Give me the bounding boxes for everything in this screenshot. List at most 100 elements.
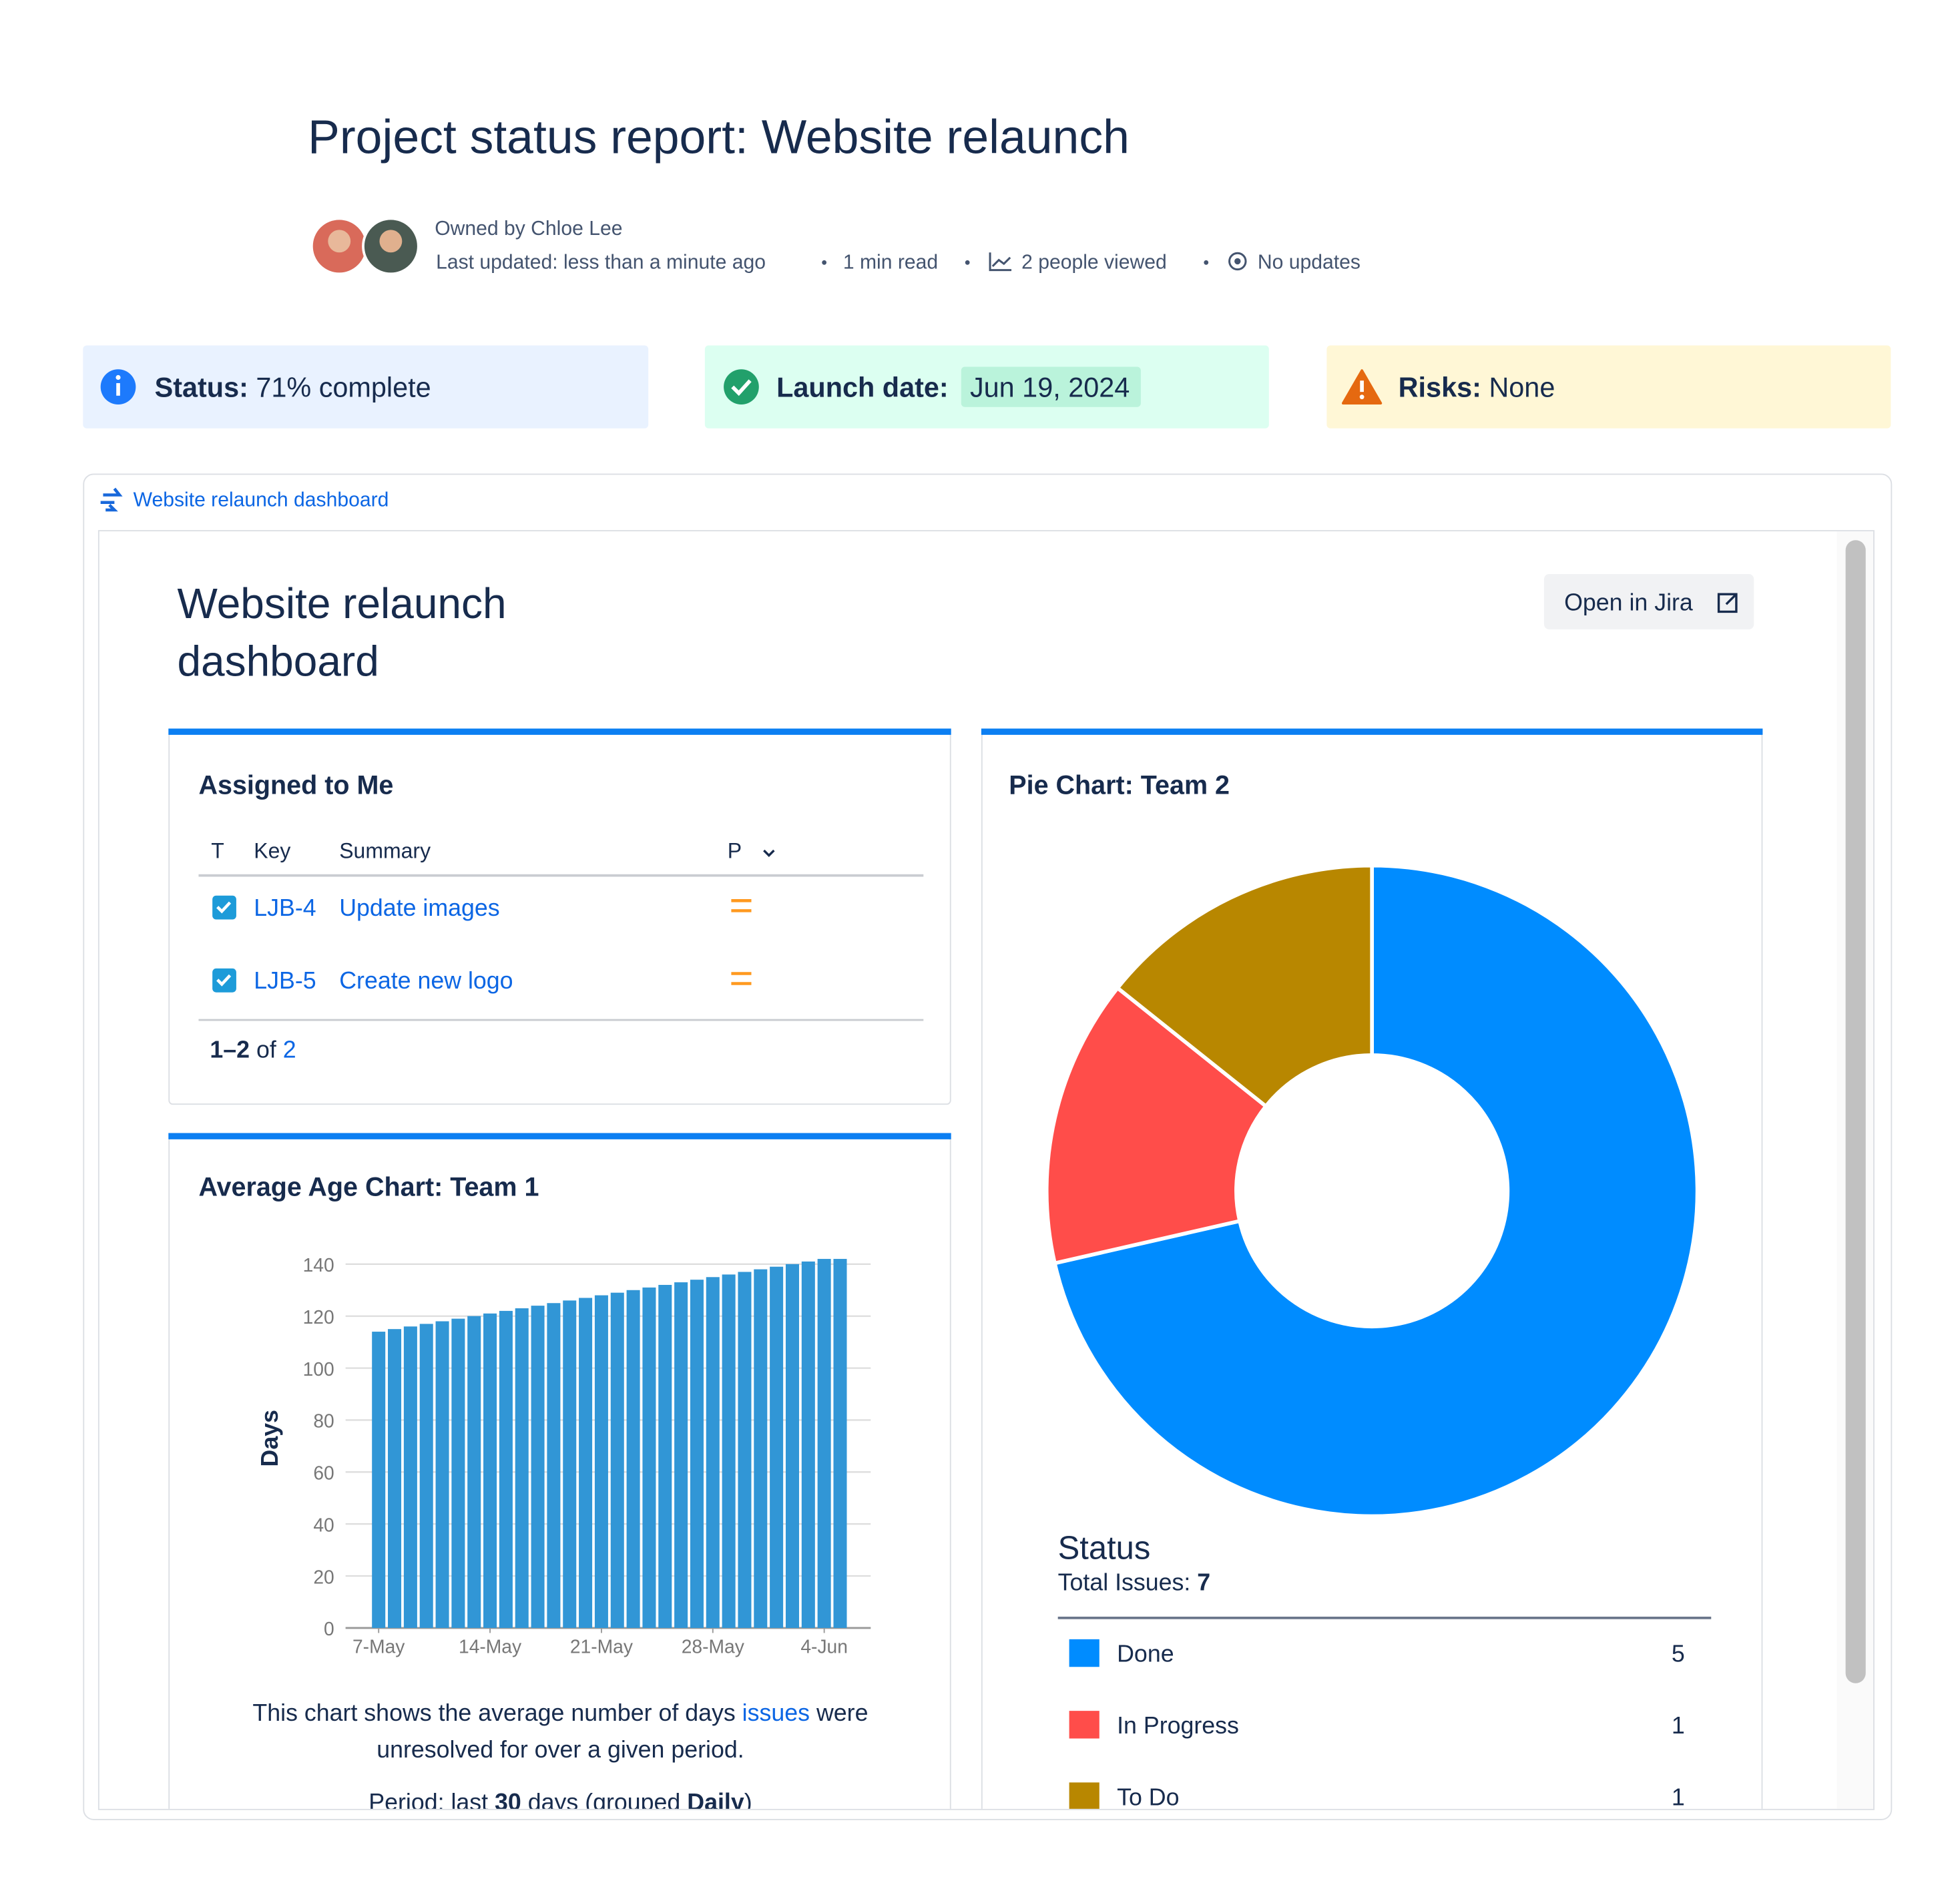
- y-tick-label: 40: [313, 1514, 334, 1535]
- warning-icon: [1360, 380, 1364, 392]
- pagination: 1–2 of 2: [210, 1037, 296, 1063]
- last-updated: Last updated: less than a minute ago: [436, 252, 766, 274]
- status-value: 71% complete: [256, 372, 431, 403]
- bar: [579, 1298, 593, 1628]
- issue-summary[interactable]: Create new logo: [339, 967, 513, 994]
- sort-icon: [763, 849, 775, 857]
- views-icon: [989, 252, 1012, 272]
- embed-link[interactable]: Website relaunch dashboard: [134, 489, 389, 511]
- bar: [770, 1266, 784, 1628]
- gadget-bar: [168, 728, 951, 735]
- bar: [833, 1259, 847, 1628]
- date-pill[interactable]: [961, 366, 1141, 407]
- column-header[interactable]: Key: [254, 838, 290, 862]
- pie-slice[interactable]: [1052, 863, 1700, 1519]
- pie-slice[interactable]: [1115, 863, 1374, 1109]
- page-total[interactable]: 2: [283, 1037, 296, 1063]
- dashboard-title: dashboard: [177, 637, 379, 685]
- bar: [372, 1332, 386, 1628]
- issue-key[interactable]: LJB-4: [254, 894, 316, 921]
- scroll-thumb[interactable]: [1845, 540, 1866, 1683]
- period-days: 30: [495, 1789, 521, 1816]
- risks-value: None: [1489, 372, 1555, 403]
- bar: [594, 1295, 608, 1628]
- warning-icon: [1359, 394, 1365, 400]
- bar: [642, 1287, 656, 1628]
- bar: [435, 1321, 449, 1628]
- issue-summary[interactable]: Update images: [339, 894, 499, 921]
- x-tick-label: 14-May: [459, 1636, 522, 1657]
- updates-icon: [1228, 252, 1247, 271]
- status-card: [83, 345, 649, 429]
- bar: [515, 1308, 529, 1628]
- bar: [722, 1274, 736, 1628]
- bar: [754, 1269, 768, 1628]
- legend-swatch: [1069, 1639, 1099, 1667]
- gadget-bar: [168, 1133, 951, 1139]
- pie-slice[interactable]: [1044, 985, 1269, 1266]
- legend-value: 5: [1672, 1641, 1685, 1667]
- legend-label: In Progress: [1117, 1712, 1239, 1739]
- bar: [658, 1284, 672, 1628]
- launch-value: Jun 19, 2024: [970, 372, 1130, 403]
- bar: [499, 1310, 513, 1628]
- bar: [451, 1318, 465, 1628]
- legend-label: To Do: [1117, 1784, 1179, 1810]
- period-text: days (grouped: [528, 1789, 681, 1816]
- status-card: [1326, 345, 1891, 429]
- priority-icon: [731, 972, 752, 985]
- y-tick-label: 60: [313, 1462, 334, 1484]
- period-group: Daily: [687, 1789, 744, 1816]
- y-tick-label: 0: [324, 1618, 334, 1639]
- legend-value: 1: [1672, 1712, 1685, 1739]
- column-header[interactable]: P: [728, 838, 742, 862]
- bar: [467, 1316, 481, 1628]
- separator: [1204, 260, 1209, 265]
- bar: [483, 1313, 497, 1628]
- bar: [626, 1290, 640, 1628]
- period-text: ): [744, 1789, 752, 1816]
- chart-description: unresolved for over a given period.: [377, 1736, 744, 1763]
- bar: [785, 1264, 799, 1628]
- column-header[interactable]: Summary: [339, 838, 431, 862]
- description-text: This chart shows the average number of d…: [252, 1699, 735, 1726]
- x-tick-label: 7-May: [352, 1636, 405, 1657]
- issue-key[interactable]: LJB-5: [254, 967, 316, 994]
- separator: [822, 260, 827, 265]
- y-tick-label: 120: [303, 1306, 334, 1328]
- avatar-face: [379, 230, 403, 253]
- legend-value: 1: [1672, 1784, 1685, 1810]
- legend-title: Status: [1058, 1530, 1151, 1566]
- gadget-title: Assigned to Me: [198, 770, 393, 800]
- priority-icon: [731, 899, 752, 912]
- total-label: Total Issues:: [1058, 1569, 1191, 1595]
- check-icon: [724, 369, 759, 404]
- legend-swatch: [1069, 1782, 1099, 1809]
- info-icon: [115, 374, 121, 380]
- bar: [547, 1303, 561, 1628]
- issue-type-icon: [216, 974, 232, 987]
- description-link[interactable]: issues: [742, 1699, 810, 1726]
- chart-period: Period: last 30 days (grouped Daily): [369, 1789, 752, 1816]
- total-issues: Total Issues: 7: [1058, 1569, 1211, 1595]
- owner[interactable]: Owned by Chloe Lee: [435, 218, 622, 240]
- x-tick-label: 21-May: [570, 1636, 634, 1657]
- y-tick-label: 100: [303, 1358, 334, 1380]
- dashboard-title: Website relaunch: [177, 579, 506, 627]
- viewers[interactable]: 2 people viewed: [1021, 252, 1167, 274]
- x-tick-label: 28-May: [682, 1636, 745, 1657]
- bar: [419, 1324, 433, 1628]
- y-tick-label: 20: [313, 1566, 334, 1587]
- page-title: Project status report: Website relaunch: [308, 111, 1130, 164]
- status-card-text: Status: 71% complete: [155, 372, 431, 403]
- gadget-title: Pie Chart: Team 2: [1009, 770, 1230, 800]
- bar: [563, 1300, 577, 1628]
- issue-type-icon: [216, 901, 232, 914]
- y-tick-label: 140: [303, 1254, 334, 1276]
- page-of: of: [256, 1037, 276, 1063]
- open-jira-button[interactable]: [1543, 574, 1754, 629]
- column-header[interactable]: T: [211, 838, 224, 862]
- dashboard: Website relaunch dashboard Open in Jira …: [168, 574, 1763, 1816]
- period-text: Period: last: [369, 1789, 488, 1816]
